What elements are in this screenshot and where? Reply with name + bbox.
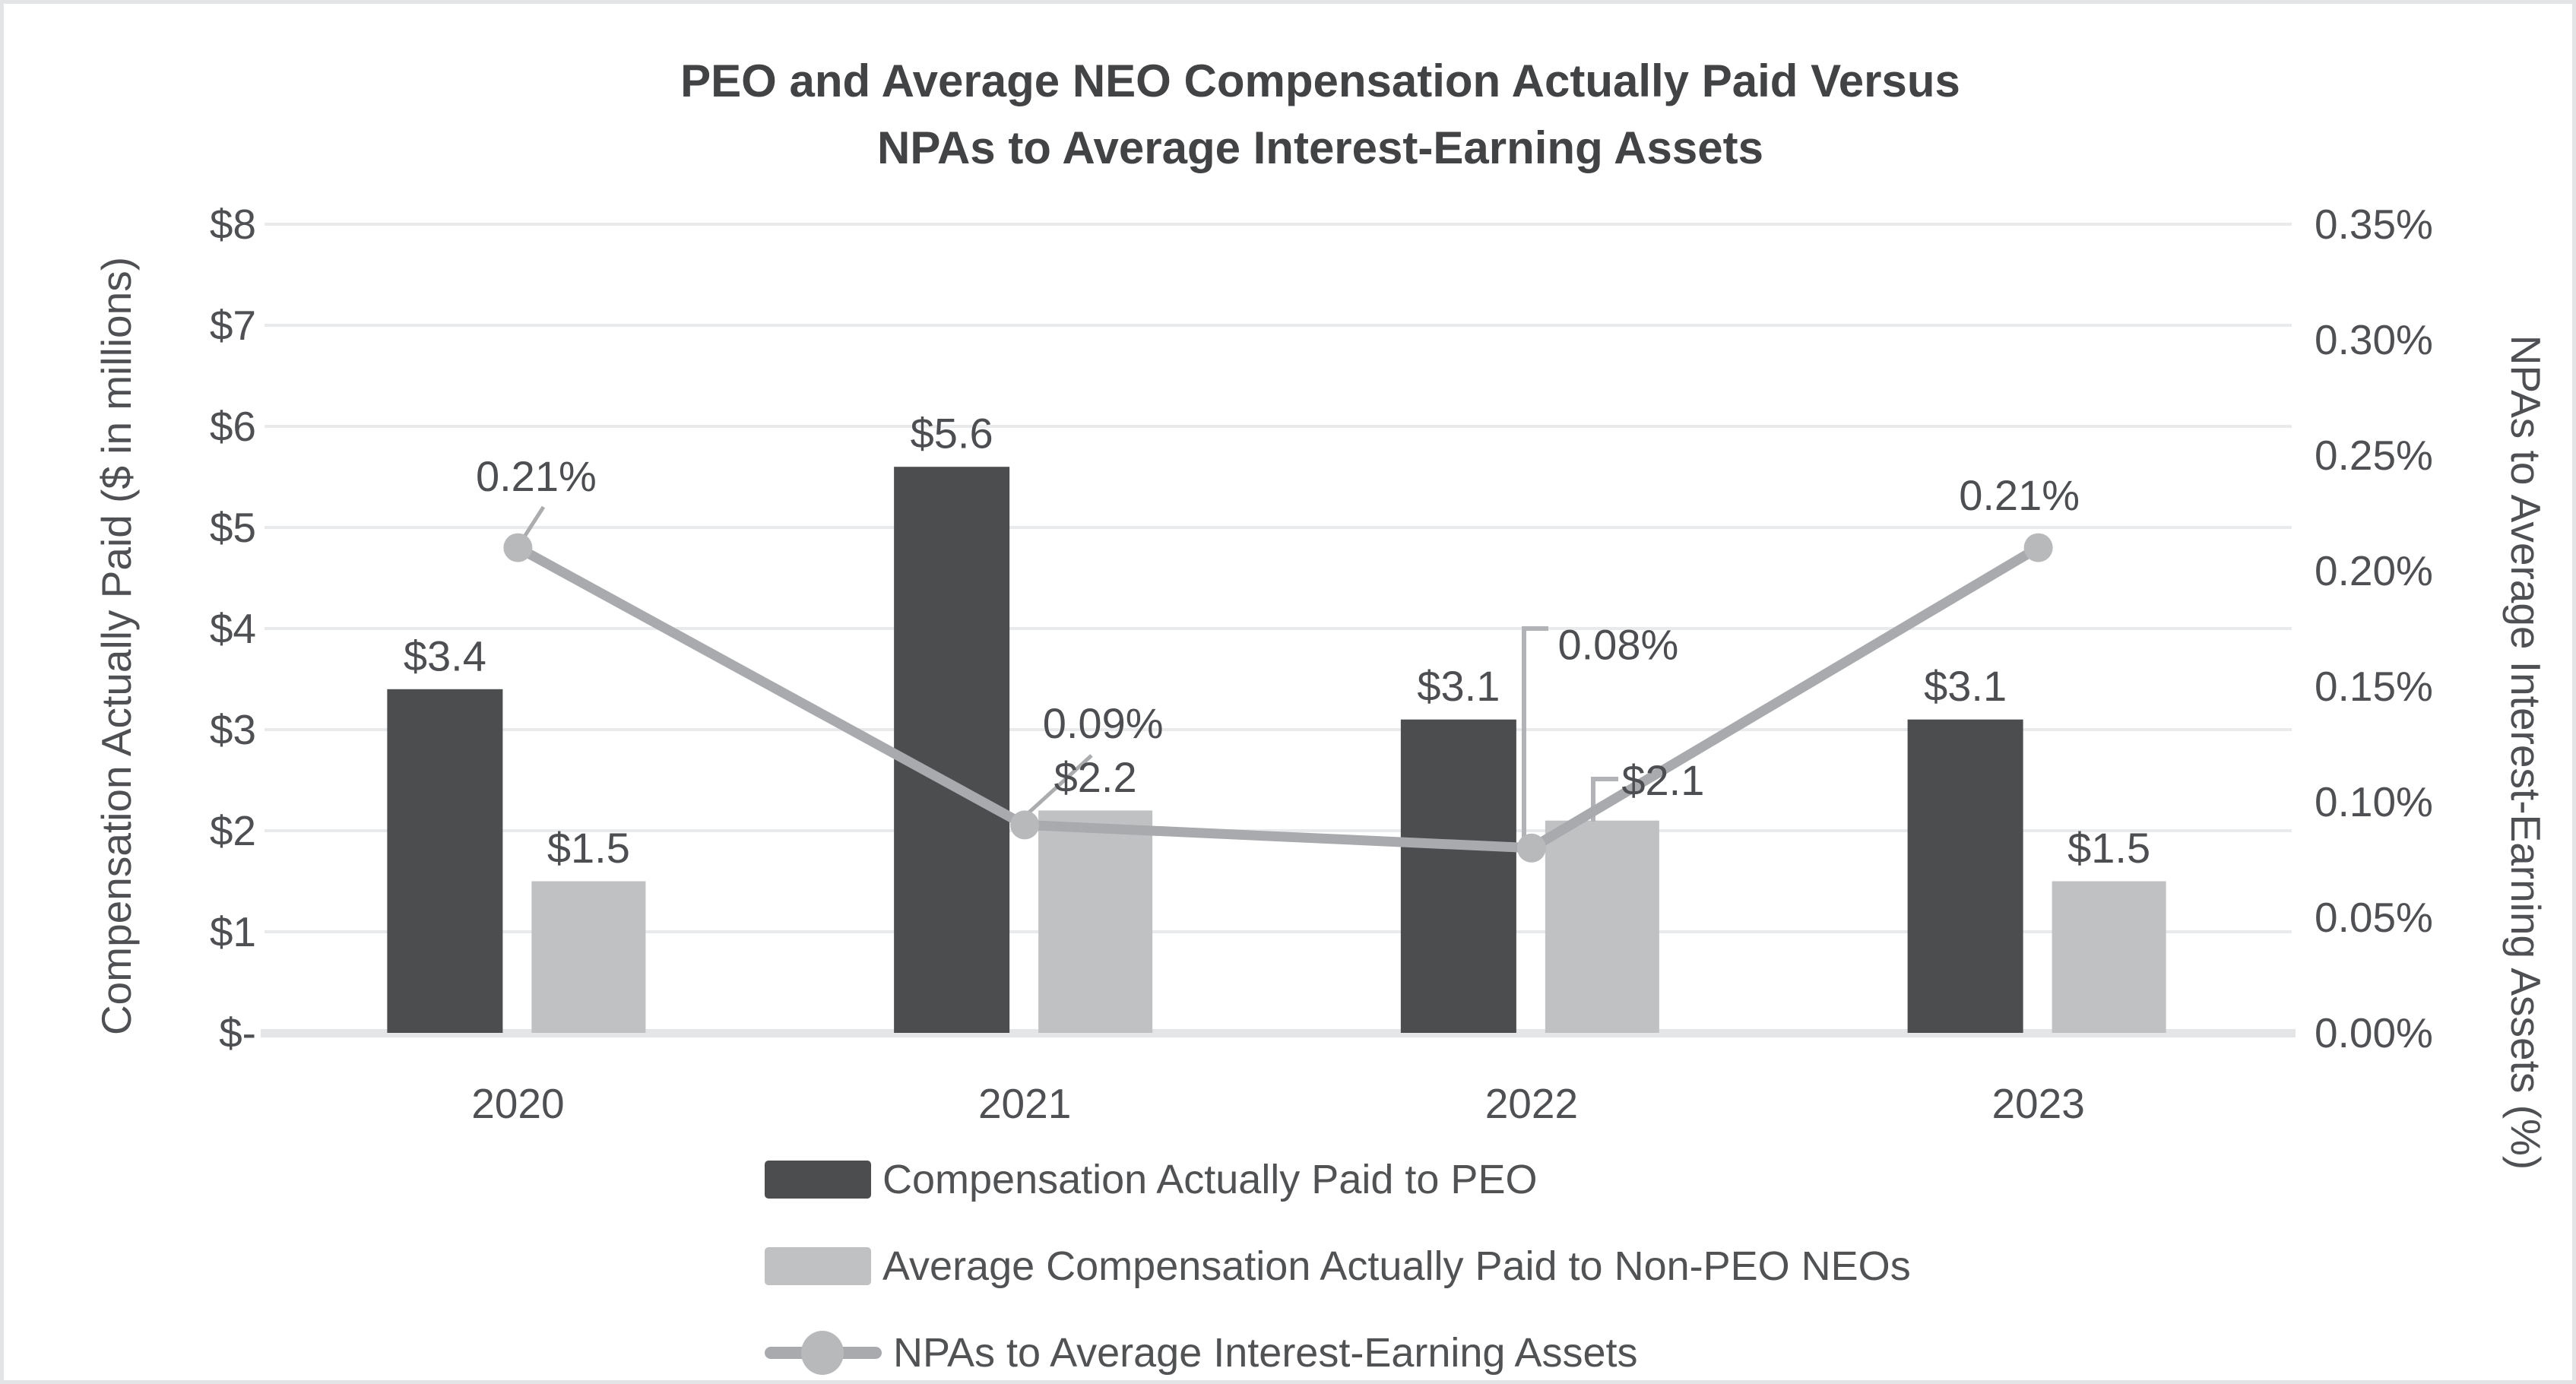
npa-line bbox=[512, 543, 2044, 854]
x-axis-tick: 2023 bbox=[1991, 1080, 2084, 1127]
left-axis-tick: $3 bbox=[210, 706, 256, 753]
right-axis-tick: 0.10% bbox=[2315, 778, 2433, 825]
left-axis-tick: $7 bbox=[210, 302, 256, 349]
x-axis-tick: 2020 bbox=[471, 1080, 564, 1127]
peo-label-2022: $3.1 bbox=[1417, 662, 1500, 710]
right-axis-tick: 0.25% bbox=[2315, 432, 2433, 479]
neo-label-2022: $2.1 bbox=[1621, 756, 1704, 804]
npa-label-2022: 0.08% bbox=[1557, 620, 1678, 668]
peo-label-2023: $3.1 bbox=[1924, 662, 2007, 710]
leader-line-2021-pct bbox=[1022, 754, 1093, 819]
peo-label-2021: $5.6 bbox=[911, 410, 993, 458]
legend: Compensation Actually Paid to PEO Averag… bbox=[4, 4, 2572, 1380]
plot-area: $3.4 $5.6 $3.1 $3.1 $1.5 $2.2 $2.1 $1.5 0.21% 0.0… bbox=[210, 201, 2433, 1127]
right-axis-tick: 0.15% bbox=[2315, 663, 2433, 710]
npa-marker-2021 bbox=[1010, 810, 1040, 840]
chart-title-line1: PEO and Average NEO Compensation Actuall… bbox=[680, 55, 1960, 106]
neo-bar-swatch-icon bbox=[765, 1247, 871, 1285]
neo-label-2023: $1.5 bbox=[2067, 824, 2150, 872]
peo-bar-2020 bbox=[387, 689, 503, 1033]
peo-bar-swatch-icon bbox=[765, 1161, 871, 1199]
npa-marker-2022 bbox=[1516, 833, 1546, 863]
right-axis-tick: 0.30% bbox=[2315, 316, 2433, 363]
peo-bar-2022 bbox=[1400, 719, 1516, 1033]
npa-label-2023: 0.21% bbox=[1959, 471, 2080, 519]
legend-item-npa: NPAs to Average Interest-Earning Assets bbox=[765, 1330, 1638, 1376]
left-axis-tick: $- bbox=[219, 1009, 256, 1056]
right-axis-tick: 0.00% bbox=[2315, 1009, 2433, 1056]
npa-line-swatch-icon bbox=[765, 1330, 882, 1376]
x-axis-line bbox=[261, 1029, 2296, 1037]
right-axis-tick: 0.20% bbox=[2315, 547, 2433, 594]
chart-title-line2: NPAs to Average Interest-Earning Assets bbox=[877, 122, 1763, 173]
left-axis-tick: $6 bbox=[210, 403, 256, 450]
legend-label-npa: NPAs to Average Interest-Earning Assets bbox=[893, 1330, 1638, 1376]
npa-marker-2023 bbox=[2023, 533, 2053, 562]
left-axis-tick: $5 bbox=[210, 504, 256, 551]
neo-label-2020: $1.5 bbox=[547, 824, 630, 872]
neo-label-2021: $2.2 bbox=[1054, 753, 1137, 801]
left-axis-tick: $8 bbox=[210, 201, 256, 248]
neo-bar-2020 bbox=[531, 881, 646, 1033]
npa-label-2021: 0.09% bbox=[1043, 699, 1164, 747]
right-axis-tick: 0.35% bbox=[2315, 201, 2433, 248]
neo-bar-2021 bbox=[1038, 810, 1153, 1033]
peo-bar-2021 bbox=[894, 467, 1010, 1033]
legend-item-peo: Compensation Actually Paid to PEO bbox=[765, 1157, 1537, 1202]
npa-label-2020: 0.21% bbox=[476, 452, 597, 500]
leader-line-2022-pct bbox=[1522, 626, 1548, 838]
peo-label-2020: $3.4 bbox=[404, 632, 486, 679]
x-axis-tick: 2022 bbox=[1485, 1080, 1578, 1127]
left-axis-tick: $4 bbox=[210, 605, 256, 652]
left-axis-tick: $1 bbox=[210, 908, 256, 955]
npa-marker-2020 bbox=[503, 533, 533, 562]
legend-item-neo: Average Compensation Actually Paid to No… bbox=[765, 1243, 1911, 1289]
left-axis-tick: $2 bbox=[210, 807, 256, 854]
x-axis-tick: 2021 bbox=[978, 1080, 1071, 1127]
right-axis-tick: 0.05% bbox=[2315, 894, 2433, 941]
neo-bar-2023 bbox=[2052, 881, 2166, 1033]
legend-label-peo: Compensation Actually Paid to PEO bbox=[882, 1157, 1538, 1202]
neo-bar-2022 bbox=[1545, 820, 1659, 1033]
peo-bar-2023 bbox=[1907, 719, 2023, 1033]
leader-line-2020-pct bbox=[521, 505, 546, 540]
legend-label-neo: Average Compensation Actually Paid to No… bbox=[882, 1243, 1911, 1289]
chart-title: PEO and Average NEO Compensation Actuall… bbox=[680, 48, 1960, 182]
